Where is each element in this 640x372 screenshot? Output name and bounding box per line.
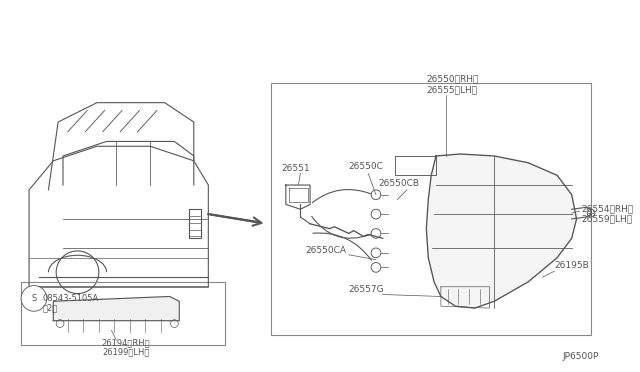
Polygon shape bbox=[53, 296, 179, 321]
Text: 26199〈LH〉: 26199〈LH〉 bbox=[102, 347, 150, 356]
Text: JP6500P: JP6500P bbox=[562, 352, 598, 361]
Text: 26559〈LH〉: 26559〈LH〉 bbox=[581, 214, 632, 224]
Text: 26554〈RH〉: 26554〈RH〉 bbox=[581, 205, 634, 214]
Text: S: S bbox=[31, 294, 36, 303]
Bar bbox=[189, 209, 200, 238]
Text: 26557G: 26557G bbox=[349, 285, 385, 294]
Text: 26194〈RH〉: 26194〈RH〉 bbox=[102, 339, 150, 347]
Text: 26550CB: 26550CB bbox=[378, 179, 419, 187]
Text: 26195B: 26195B bbox=[554, 261, 589, 270]
Text: 26555〈LH〉: 26555〈LH〉 bbox=[426, 86, 477, 94]
Text: 2）: 2） bbox=[43, 304, 58, 312]
Text: 26550CA: 26550CA bbox=[305, 246, 346, 256]
Text: 08543-5105A: 08543-5105A bbox=[43, 294, 99, 303]
Text: 26550C: 26550C bbox=[349, 162, 384, 171]
Polygon shape bbox=[426, 154, 577, 308]
Text: 26551: 26551 bbox=[281, 164, 310, 173]
Text: 26550〈RH〉: 26550〈RH〉 bbox=[426, 74, 479, 83]
